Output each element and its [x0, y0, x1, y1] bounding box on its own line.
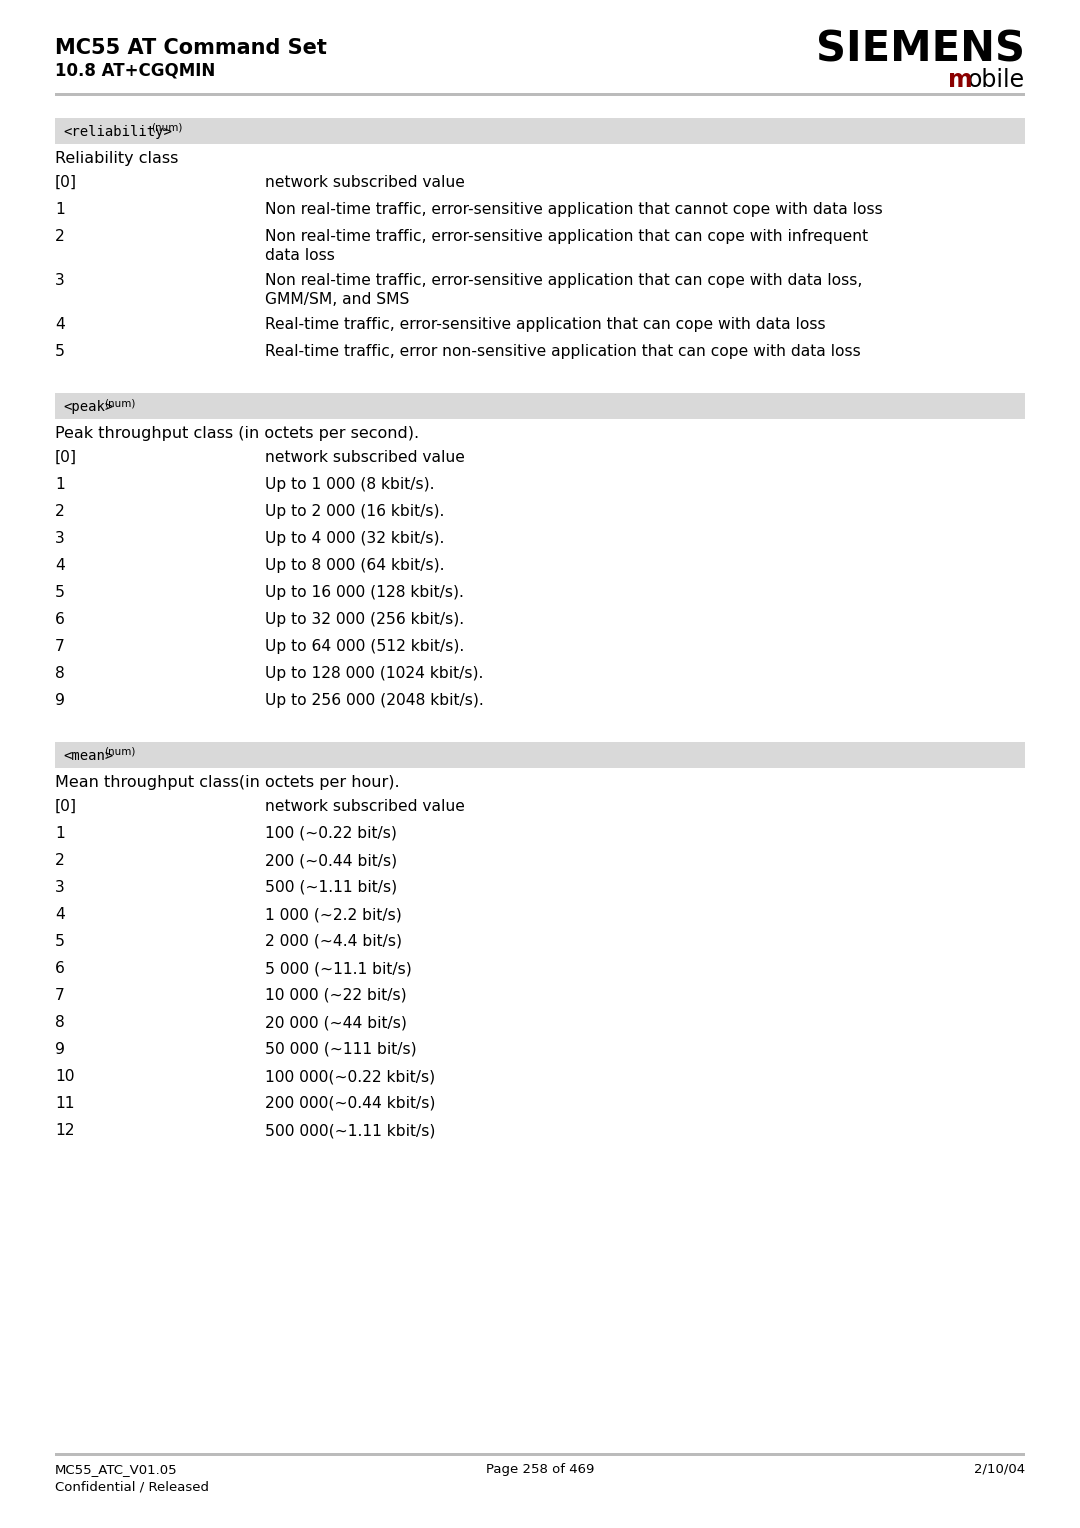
Text: Non real-time traffic, error-sensitive application that cannot cope with data lo: Non real-time traffic, error-sensitive a… — [265, 202, 882, 217]
Text: 10.8 AT+CGQMIN: 10.8 AT+CGQMIN — [55, 63, 215, 79]
Text: 500 (~1.11 bit/s): 500 (~1.11 bit/s) — [265, 880, 397, 895]
Text: 4: 4 — [55, 908, 65, 921]
Text: MC55 AT Command Set: MC55 AT Command Set — [55, 38, 327, 58]
Text: 1 000 (~2.2 bit/s): 1 000 (~2.2 bit/s) — [265, 908, 402, 921]
Text: [0]: [0] — [55, 451, 77, 465]
Text: 100 (~0.22 bit/s): 100 (~0.22 bit/s) — [265, 827, 396, 840]
Text: Peak throughput class (in octets per second).: Peak throughput class (in octets per sec… — [55, 426, 419, 442]
Text: (num): (num) — [151, 122, 183, 133]
Text: 8: 8 — [55, 1015, 65, 1030]
Text: 5: 5 — [55, 934, 65, 949]
Text: Page 258 of 469: Page 258 of 469 — [486, 1462, 594, 1476]
Text: 9: 9 — [55, 694, 65, 707]
Text: Up to 16 000 (128 kbit/s).: Up to 16 000 (128 kbit/s). — [265, 585, 464, 601]
Bar — [55, 118, 1025, 144]
Text: 200 (~0.44 bit/s): 200 (~0.44 bit/s) — [265, 853, 397, 868]
Text: 5: 5 — [55, 585, 65, 601]
Text: 50 000 (~111 bit/s): 50 000 (~111 bit/s) — [265, 1042, 417, 1057]
Text: network subscribed value: network subscribed value — [265, 176, 464, 189]
Text: Up to 4 000 (32 kbit/s).: Up to 4 000 (32 kbit/s). — [265, 532, 444, 545]
Text: 9: 9 — [55, 1042, 65, 1057]
Text: 1: 1 — [55, 202, 65, 217]
Text: 5: 5 — [55, 344, 65, 359]
Text: Up to 256 000 (2048 kbit/s).: Up to 256 000 (2048 kbit/s). — [265, 694, 484, 707]
Bar — [55, 393, 1025, 419]
Text: Up to 2 000 (16 kbit/s).: Up to 2 000 (16 kbit/s). — [265, 504, 444, 520]
Text: 1: 1 — [55, 477, 65, 492]
Text: 1: 1 — [55, 827, 65, 840]
Text: Mean throughput class(in octets per hour).: Mean throughput class(in octets per hour… — [55, 775, 400, 790]
Text: 7: 7 — [55, 989, 65, 1002]
Text: 11: 11 — [55, 1096, 75, 1111]
Text: Non real-time traffic, error-sensitive application that can cope with data loss,: Non real-time traffic, error-sensitive a… — [265, 274, 862, 307]
Text: 20 000 (~44 bit/s): 20 000 (~44 bit/s) — [265, 1015, 407, 1030]
Text: 5 000 (~11.1 bit/s): 5 000 (~11.1 bit/s) — [265, 961, 411, 976]
Text: MC55_ATC_V01.05: MC55_ATC_V01.05 — [55, 1462, 177, 1476]
Text: Up to 128 000 (1024 kbit/s).: Up to 128 000 (1024 kbit/s). — [265, 666, 484, 681]
Text: 4: 4 — [55, 558, 65, 573]
Text: 6: 6 — [55, 613, 65, 626]
Text: <mean>: <mean> — [63, 749, 113, 762]
Text: 7: 7 — [55, 639, 65, 654]
Text: [0]: [0] — [55, 176, 77, 189]
Text: 12: 12 — [55, 1123, 75, 1138]
Text: 6: 6 — [55, 961, 65, 976]
Bar — [55, 93, 1025, 96]
Text: 8: 8 — [55, 666, 65, 681]
Text: 500 000(~1.11 kbit/s): 500 000(~1.11 kbit/s) — [265, 1123, 435, 1138]
Text: Up to 32 000 (256 kbit/s).: Up to 32 000 (256 kbit/s). — [265, 613, 464, 626]
Bar — [55, 743, 1025, 769]
Text: 2: 2 — [55, 504, 65, 520]
Text: 100 000(~0.22 kbit/s): 100 000(~0.22 kbit/s) — [265, 1070, 435, 1083]
Text: 2/10/04: 2/10/04 — [974, 1462, 1025, 1476]
Text: Reliability class: Reliability class — [55, 151, 178, 167]
Text: Up to 1 000 (8 kbit/s).: Up to 1 000 (8 kbit/s). — [265, 477, 434, 492]
Text: Real-time traffic, error-sensitive application that can cope with data loss: Real-time traffic, error-sensitive appli… — [265, 316, 825, 332]
Text: Non real-time traffic, error-sensitive application that can cope with infrequent: Non real-time traffic, error-sensitive a… — [265, 229, 868, 263]
Text: 2 000 (~4.4 bit/s): 2 000 (~4.4 bit/s) — [265, 934, 402, 949]
Text: 2: 2 — [55, 853, 65, 868]
Bar — [55, 1453, 1025, 1456]
Text: SIEMENS: SIEMENS — [816, 28, 1025, 70]
Text: Up to 8 000 (64 kbit/s).: Up to 8 000 (64 kbit/s). — [265, 558, 445, 573]
Text: Confidential / Released: Confidential / Released — [55, 1481, 210, 1494]
Text: 10 000 (~22 bit/s): 10 000 (~22 bit/s) — [265, 989, 407, 1002]
Text: 3: 3 — [55, 532, 65, 545]
Text: obile: obile — [968, 69, 1025, 92]
Text: 200 000(~0.44 kbit/s): 200 000(~0.44 kbit/s) — [265, 1096, 435, 1111]
Text: 10: 10 — [55, 1070, 75, 1083]
Text: <peak>: <peak> — [63, 400, 113, 414]
Text: 4: 4 — [55, 316, 65, 332]
Text: <reliability>: <reliability> — [63, 125, 172, 139]
Text: network subscribed value: network subscribed value — [265, 451, 464, 465]
Text: Real-time traffic, error non-sensitive application that can cope with data loss: Real-time traffic, error non-sensitive a… — [265, 344, 861, 359]
Text: 2: 2 — [55, 229, 65, 244]
Text: (num): (num) — [104, 397, 135, 408]
Text: 3: 3 — [55, 274, 65, 287]
Text: (num): (num) — [104, 747, 135, 756]
Text: 3: 3 — [55, 880, 65, 895]
Text: network subscribed value: network subscribed value — [265, 799, 464, 814]
Text: m: m — [948, 69, 973, 92]
Text: Up to 64 000 (512 kbit/s).: Up to 64 000 (512 kbit/s). — [265, 639, 464, 654]
Text: [0]: [0] — [55, 799, 77, 814]
